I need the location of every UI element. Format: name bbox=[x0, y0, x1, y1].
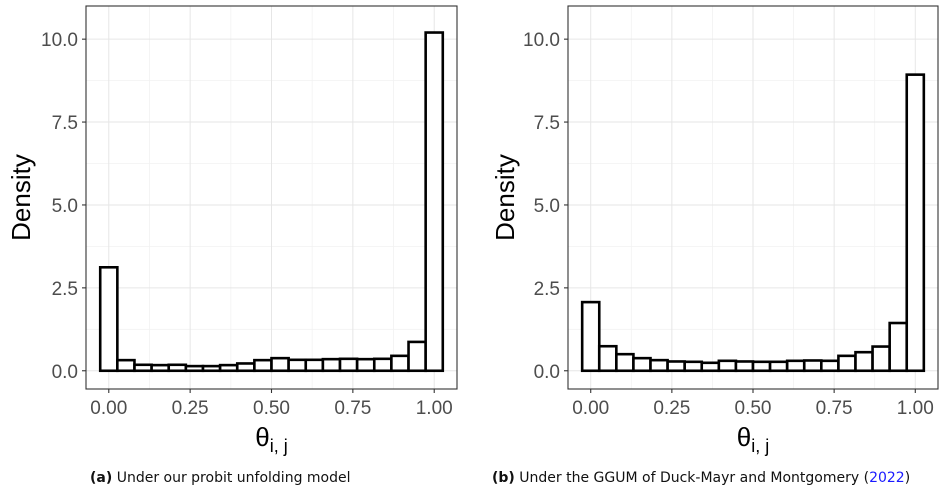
histogram-bar bbox=[218, 363, 239, 373]
x-tick-label: 0.00 bbox=[572, 398, 609, 419]
histogram-bar bbox=[201, 364, 222, 373]
histogram-bar bbox=[372, 357, 393, 373]
caption-a-label: (a) bbox=[90, 470, 113, 486]
panel-b: 0.00 0.25 0.50 0.75 1.00 0.0 2.5 5.0 7.5 10.0 θi, … bbox=[490, 5, 939, 456]
histogram-bar bbox=[150, 363, 171, 373]
histogram-bar bbox=[253, 358, 273, 373]
histogram-bar bbox=[734, 360, 755, 373]
histogram-bar bbox=[785, 359, 806, 373]
histogram-bar bbox=[802, 359, 823, 373]
histogram-bar bbox=[424, 31, 445, 373]
y-tick-label: 2.5 bbox=[52, 279, 78, 300]
histogram-bar bbox=[235, 362, 256, 373]
x-tick-label: 0.75 bbox=[816, 398, 853, 419]
histogram-bar bbox=[871, 345, 891, 373]
x-tick-label: 0.75 bbox=[334, 398, 371, 419]
x-tick-label: 1.00 bbox=[416, 398, 453, 419]
caption-b-end: ) bbox=[904, 470, 911, 486]
caption-a-text: Under our probit unfolding model bbox=[116, 470, 351, 486]
histogram-bar bbox=[888, 321, 909, 373]
y-tick-label: 0.0 bbox=[52, 362, 78, 383]
histogram-bar bbox=[854, 350, 874, 373]
y-tick-label: 10.0 bbox=[523, 30, 560, 51]
y-axis-title: Density bbox=[6, 154, 36, 241]
histogram-bar bbox=[837, 354, 857, 373]
x-tick-label: 1.00 bbox=[897, 398, 934, 419]
histogram-bar bbox=[580, 300, 601, 373]
y-tick-label: 2.5 bbox=[534, 279, 560, 300]
y-tick-label: 7.5 bbox=[534, 113, 560, 134]
histogram-bar bbox=[683, 360, 704, 373]
y-tick-label: 7.5 bbox=[52, 113, 78, 134]
histogram-bar bbox=[355, 357, 376, 373]
histogram-bar bbox=[597, 344, 618, 373]
histogram-bar bbox=[615, 352, 635, 373]
x-tick-label: 0.25 bbox=[653, 398, 690, 419]
x-tick-label: 0.50 bbox=[253, 398, 290, 419]
histogram-bar bbox=[751, 360, 772, 373]
histogram-bar bbox=[632, 356, 652, 373]
y-tick-label: 0.0 bbox=[534, 362, 560, 383]
x-tick-label: 0.25 bbox=[172, 398, 209, 419]
histogram-bar bbox=[167, 363, 188, 373]
x-axis-title: θi, j bbox=[737, 422, 769, 456]
histogram-bar bbox=[338, 357, 359, 373]
y-axis-title: Density bbox=[490, 154, 520, 241]
histogram-bar bbox=[700, 361, 721, 373]
x-tick-label: 0.50 bbox=[735, 398, 772, 419]
panel-a: 0.00 0.25 0.50 0.75 1.00 0.0 2.5 5.0 7.5 10.0 θi, … bbox=[6, 5, 458, 456]
caption-a: (a) Under our probit unfolding model bbox=[90, 470, 351, 486]
histogram-bar bbox=[717, 359, 738, 373]
caption-b-text: Under the GGUM of Duck-Mayr and Montgome… bbox=[519, 470, 870, 486]
histogram-bar bbox=[304, 358, 325, 373]
histogram-bar bbox=[390, 354, 410, 373]
histogram-bar bbox=[666, 360, 686, 373]
caption-b-label: (b) bbox=[492, 470, 515, 486]
histogram-bar bbox=[768, 360, 789, 373]
histogram-bar bbox=[321, 357, 342, 373]
caption-b: (b) Under the GGUM of Duck-Mayr and Mont… bbox=[492, 470, 910, 486]
histogram-bar bbox=[820, 359, 840, 373]
x-axis-title: θi, j bbox=[255, 422, 287, 456]
citation-link[interactable]: 2022 bbox=[869, 470, 905, 486]
histogram-bar bbox=[407, 340, 427, 373]
histogram-bar bbox=[98, 266, 119, 373]
y-tick-label: 5.0 bbox=[52, 196, 78, 217]
histogram-bar bbox=[287, 358, 308, 373]
histogram-bar bbox=[133, 363, 153, 373]
y-tick-label: 5.0 bbox=[534, 196, 560, 217]
histogram-bar bbox=[116, 358, 136, 373]
histogram-bar bbox=[905, 73, 926, 373]
y-tick-label: 10.0 bbox=[41, 30, 78, 51]
histogram-bar bbox=[184, 364, 205, 373]
histogram-bar bbox=[270, 356, 290, 373]
histogram-bar bbox=[649, 358, 669, 373]
x-tick-label: 0.00 bbox=[90, 398, 127, 419]
